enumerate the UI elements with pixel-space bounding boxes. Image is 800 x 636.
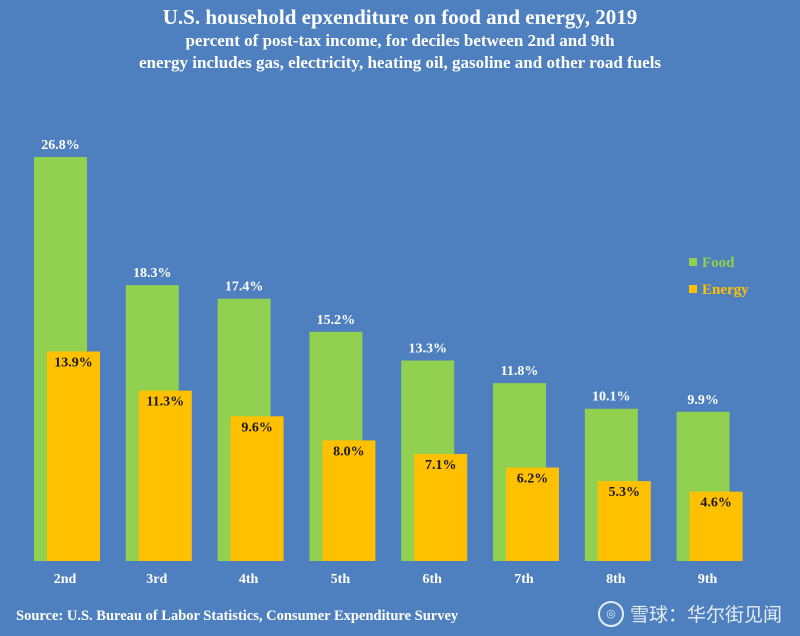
energy-data-label: 11.3% <box>146 395 184 410</box>
food-data-label: 17.4% <box>225 280 264 295</box>
energy-legend-label: Energy <box>702 282 749 298</box>
x-tick-label: 3rd <box>146 572 167 587</box>
chart-subtitle: percent of post-tax income, for deciles … <box>185 31 615 50</box>
watermark-logo-icon: ◎ <box>597 600 624 627</box>
food-data-label: 15.2% <box>317 313 356 328</box>
food-legend-label: Food <box>702 255 735 271</box>
energy-data-label: 5.3% <box>609 485 641 500</box>
food-data-label: 10.1% <box>592 390 631 405</box>
energy-data-label: 4.6% <box>700 496 732 511</box>
watermark-text: 雪球：华尔街见闻 <box>629 604 782 626</box>
chart-title: U.S. household epxenditure on food and e… <box>162 5 638 29</box>
energy-data-label: 9.6% <box>241 420 273 435</box>
source-note: Source: U.S. Bureau of Labor Statistics,… <box>16 608 459 624</box>
food-data-label: 9.9% <box>687 393 719 408</box>
food-data-label: 26.8% <box>41 138 80 153</box>
energy-bar <box>597 481 651 561</box>
x-tick-label: 6th <box>422 572 442 587</box>
food-legend-swatch <box>689 258 697 266</box>
energy-data-label: 13.9% <box>54 355 93 370</box>
food-data-label: 11.8% <box>501 364 539 379</box>
energy-bar <box>414 453 468 561</box>
energy-bar <box>138 390 192 561</box>
energy-bar <box>322 440 376 561</box>
x-tick-label: 8th <box>606 572 626 587</box>
x-tick-label: 5th <box>331 572 351 587</box>
energy-bar <box>230 416 284 561</box>
energy-data-label: 6.2% <box>517 472 549 487</box>
watermark: ◎ 雪球：华尔街见闻 <box>597 600 782 627</box>
food-data-label: 18.3% <box>133 266 172 281</box>
chart-titles: U.S. household epxenditure on food and e… <box>0 4 800 74</box>
x-tick-label: 4th <box>239 572 259 587</box>
food-data-label: 13.3% <box>408 342 447 357</box>
energy-data-label: 7.1% <box>425 458 457 473</box>
energy-bar <box>47 351 100 561</box>
chart-subtitle-2: energy includes gas, electricity, heatin… <box>138 53 662 72</box>
x-tick-label: 2nd <box>54 572 77 587</box>
x-tick-label: 7th <box>514 572 534 587</box>
x-tick-label: 9th <box>698 572 718 587</box>
energy-bar <box>506 467 559 561</box>
energy-bar <box>689 491 743 561</box>
energy-data-label: 8.0% <box>333 444 365 459</box>
energy-legend-swatch <box>689 285 697 293</box>
